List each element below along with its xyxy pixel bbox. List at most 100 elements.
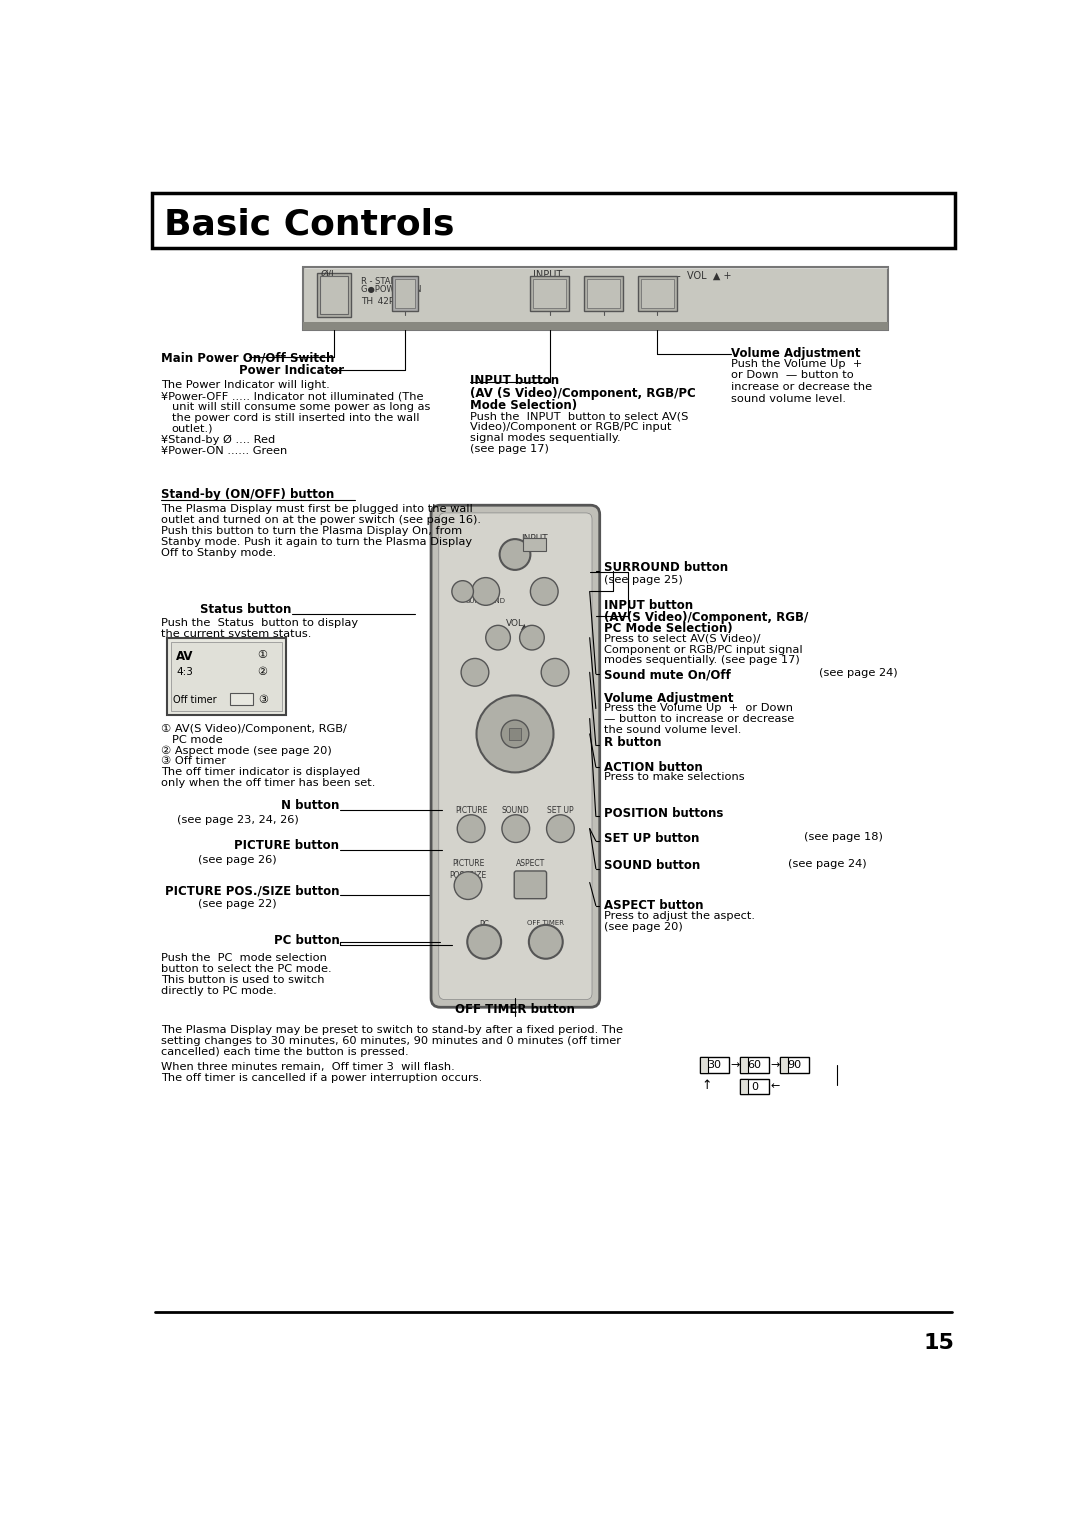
Text: Sound mute On/Off: Sound mute On/Off: [604, 668, 730, 681]
Text: —  VOL  ▲ +: — VOL ▲ +: [672, 270, 732, 280]
Text: Volume Adjustment: Volume Adjustment: [604, 692, 733, 704]
Text: ACTION button: ACTION button: [604, 761, 702, 773]
Text: −: −: [491, 630, 504, 645]
Text: modes sequentially. (see page 17): modes sequentially. (see page 17): [604, 656, 799, 665]
Text: (see page 20): (see page 20): [604, 921, 683, 932]
Text: PICTURE button: PICTURE button: [234, 839, 339, 853]
Circle shape: [486, 625, 511, 649]
Circle shape: [476, 695, 554, 773]
Circle shape: [472, 578, 500, 605]
Bar: [642, 278, 674, 309]
FancyBboxPatch shape: [431, 506, 599, 1007]
Circle shape: [500, 539, 530, 570]
Text: 15: 15: [923, 1332, 954, 1352]
Text: Video)/Component or RGB/PC input: Video)/Component or RGB/PC input: [471, 422, 672, 432]
Text: or Down  — button to: or Down — button to: [730, 370, 853, 380]
Bar: [392, 275, 418, 312]
Text: ASPECT: ASPECT: [516, 859, 545, 868]
Text: PC: PC: [480, 920, 489, 929]
Text: The Plasma Display must first be plugged into the wall: The Plasma Display must first be plugged…: [161, 504, 473, 515]
Text: 4:3: 4:3: [176, 666, 193, 677]
Bar: [740, 1079, 769, 1094]
Text: the sound volume level.: the sound volume level.: [604, 724, 741, 735]
Text: ¥Power-ON ...... Green: ¥Power-ON ...... Green: [161, 446, 287, 455]
Text: sound volume level.: sound volume level.: [730, 394, 846, 403]
Text: E: E: [701, 1060, 706, 1070]
Circle shape: [541, 659, 569, 686]
Text: Main Power On/Off Switch: Main Power On/Off Switch: [161, 351, 334, 364]
Bar: [700, 1057, 707, 1073]
Text: Component or RGB/PC input signal: Component or RGB/PC input signal: [604, 645, 802, 654]
Text: N: N: [470, 666, 481, 678]
Text: Off timer: Off timer: [173, 695, 217, 704]
Text: Press to select AV(S Video)/: Press to select AV(S Video)/: [604, 634, 760, 643]
Text: The Plasma Display may be preset to switch to stand-by after a fixed period. The: The Plasma Display may be preset to swit…: [161, 1025, 623, 1034]
Text: (AV(S Video)/Component, RGB/: (AV(S Video)/Component, RGB/: [604, 611, 808, 623]
Text: Press to make selections: Press to make selections: [604, 773, 744, 782]
Bar: [588, 278, 620, 309]
Bar: [530, 275, 569, 312]
Text: ¥Stand-by Ø .... Red: ¥Stand-by Ø .... Red: [161, 435, 275, 445]
Text: Off to Stanby mode.: Off to Stanby mode.: [161, 547, 276, 558]
Text: outlet and turned on at the power switch (see page 16).: outlet and turned on at the power switch…: [161, 515, 481, 526]
Text: TH 42PW4: TH 42PW4: [361, 298, 408, 306]
Text: SOUND button: SOUND button: [604, 859, 700, 872]
Text: ✕: ✕: [539, 585, 550, 597]
Text: (AV (S Video)/Component, RGB/PC: (AV (S Video)/Component, RGB/PC: [471, 387, 697, 400]
Circle shape: [455, 872, 482, 900]
Text: 60: 60: [747, 1060, 761, 1070]
Circle shape: [461, 659, 489, 686]
Bar: [151, 193, 956, 248]
Text: ▲: ▲: [511, 703, 518, 712]
Text: Power Indicator: Power Indicator: [239, 364, 345, 377]
Text: PICTURE POS./SIZE button: PICTURE POS./SIZE button: [165, 885, 339, 897]
Text: (see page 23, 24, 26): (see page 23, 24, 26): [177, 814, 299, 825]
Text: — button to increase or decrease: — button to increase or decrease: [604, 714, 794, 724]
Bar: [780, 1057, 809, 1073]
Text: R button: R button: [604, 736, 661, 749]
Text: SET UP: SET UP: [548, 805, 573, 814]
Text: setting changes to 30 minutes, 60 minutes, 90 minutes and 0 minutes (off timer: setting changes to 30 minutes, 60 minute…: [161, 1036, 621, 1045]
Text: R - STANDBY: R - STANDBY: [361, 277, 414, 286]
Text: OFF TIMER: OFF TIMER: [527, 920, 564, 926]
Text: AV: AV: [176, 649, 193, 663]
Bar: [740, 1057, 769, 1073]
Text: increase or decrease the: increase or decrease the: [730, 382, 872, 393]
Text: INPUT button: INPUT button: [604, 599, 692, 613]
Text: Press to adjust the aspect.: Press to adjust the aspect.: [604, 911, 755, 921]
Text: E: E: [741, 1082, 746, 1091]
Text: ¥Power-OFF ..... Indicator not illuminated (The: ¥Power-OFF ..... Indicator not illuminat…: [161, 391, 423, 402]
Text: Push the  Status  button to display: Push the Status button to display: [161, 619, 357, 628]
Bar: [303, 322, 889, 330]
Text: ▼: ▼: [511, 755, 518, 766]
Text: G●POWER ON: G●POWER ON: [361, 286, 421, 293]
FancyBboxPatch shape: [514, 871, 546, 898]
Text: (see page 25): (see page 25): [604, 575, 683, 585]
Text: The off timer indicator is displayed: The off timer indicator is displayed: [161, 767, 360, 778]
Text: ③: ③: [258, 695, 268, 704]
Text: Push the  PC  mode selection: Push the PC mode selection: [161, 953, 326, 963]
Text: →: →: [771, 1060, 780, 1070]
Text: When three minutes remain,  Off timer 3  will flash.: When three minutes remain, Off timer 3 w…: [161, 1062, 455, 1073]
Text: N button: N button: [281, 799, 339, 813]
Text: SURROUND: SURROUND: [465, 597, 505, 604]
Text: SURROUND button: SURROUND button: [604, 561, 728, 573]
Text: signal modes sequentially.: signal modes sequentially.: [471, 432, 621, 443]
Bar: [523, 538, 545, 552]
Text: The off timer is cancelled if a power interruption occurs.: The off timer is cancelled if a power in…: [161, 1073, 482, 1083]
Text: unit will still consume some power as long as: unit will still consume some power as lo…: [172, 402, 430, 413]
Text: The Power Indicator will light.: The Power Indicator will light.: [161, 380, 329, 390]
Bar: [638, 275, 677, 312]
Text: →: →: [730, 1060, 740, 1070]
Text: (see page 22): (see page 22): [199, 900, 278, 909]
Text: ②: ②: [257, 666, 267, 677]
Text: SOUND: SOUND: [502, 805, 529, 814]
Bar: [780, 1057, 787, 1073]
Text: ↑: ↑: [701, 1079, 712, 1091]
Text: ∞
∞: ∞ ∞: [482, 581, 490, 602]
Text: ③ Off timer: ③ Off timer: [161, 756, 226, 766]
Text: Push the  INPUT  button to select AV(S: Push the INPUT button to select AV(S: [471, 411, 689, 422]
Text: ASPECT button: ASPECT button: [604, 900, 703, 912]
Circle shape: [502, 814, 529, 842]
Text: 90: 90: [787, 1060, 801, 1070]
